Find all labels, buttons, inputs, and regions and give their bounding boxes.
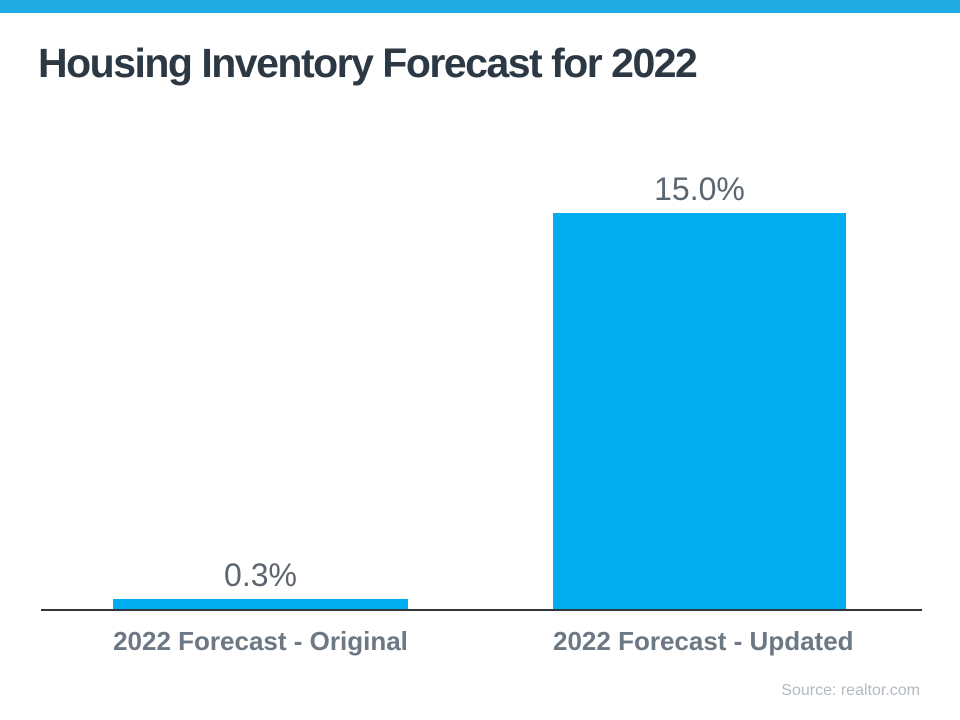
category-label-original: 2022 Forecast - Original bbox=[113, 626, 408, 656]
bar-updated bbox=[553, 213, 846, 609]
top-accent-bar bbox=[0, 0, 960, 13]
source-attribution: Source: realtor.com bbox=[781, 682, 920, 699]
category-label-updated: 2022 Forecast - Updated bbox=[553, 626, 854, 656]
bar-original bbox=[113, 599, 408, 609]
x-axis-line bbox=[41, 609, 922, 611]
page-title: Housing Inventory Forecast for 2022 bbox=[38, 40, 698, 86]
bar-value-label-updated: 15.0% bbox=[654, 171, 745, 207]
bar-value-label-original: 0.3% bbox=[224, 557, 297, 593]
